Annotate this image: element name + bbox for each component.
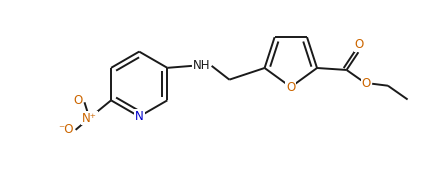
Text: O: O bbox=[286, 81, 295, 94]
Text: ⁻O: ⁻O bbox=[58, 123, 74, 136]
Text: O: O bbox=[73, 94, 82, 107]
Text: O: O bbox=[354, 38, 363, 51]
Text: O: O bbox=[361, 77, 370, 90]
Text: NH: NH bbox=[193, 59, 210, 72]
Text: N: N bbox=[135, 110, 143, 123]
Text: N⁺: N⁺ bbox=[82, 112, 97, 125]
